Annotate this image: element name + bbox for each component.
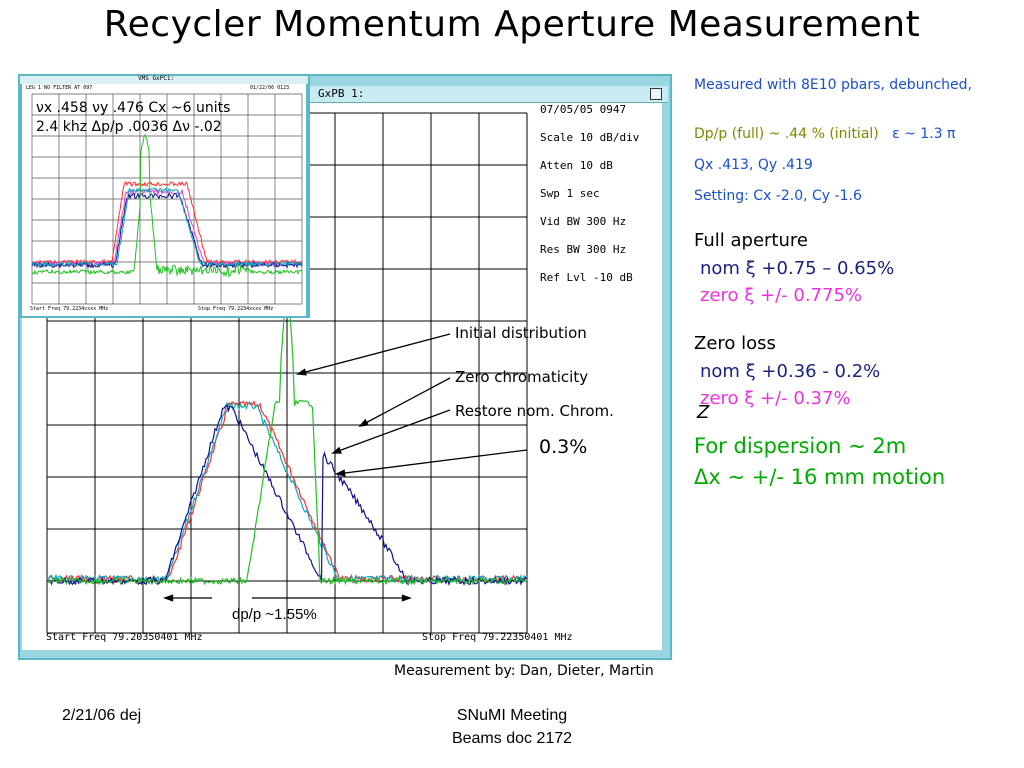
analyzer-atten: Atten 10 dB xyxy=(540,159,613,172)
full-aperture-zero: zero ξ +/- 0.775% xyxy=(700,285,863,306)
trace-nominal xyxy=(46,404,528,587)
inset-stop-freq: Stop Freq 79.2234xxxx MHz xyxy=(198,306,274,312)
measured-by: Measurement by: Dan, Dieter, Martin xyxy=(394,663,654,679)
analyzer-sweep: Swp 1 sec xyxy=(540,187,600,200)
inset-dpp-line: 2.4 khz Δp/p .0036 Δν -.02 xyxy=(36,119,222,135)
note-tunes: Qx .413, Qy .419 xyxy=(694,157,813,173)
footer-meeting: SNuMI Meeting xyxy=(456,707,568,724)
inset-grid xyxy=(31,93,303,305)
arrow-zero-chrom xyxy=(359,377,451,427)
label-0-3-pct: 0.3% xyxy=(539,436,588,458)
inset-titlebar: VMS GxPC1: xyxy=(20,75,308,84)
footer-date: 2/21/06 dej xyxy=(62,707,142,724)
analyzer-date: 07/05/05 0947 xyxy=(540,103,627,116)
heading-zero-loss: Zero loss xyxy=(694,333,776,354)
stray-z-glyph: Z xyxy=(697,402,710,423)
inset-tune-line: νx .458 νy .476 Cx ~6 units xyxy=(36,100,231,116)
heading-full-aperture: Full aperture xyxy=(694,230,808,251)
analyzer-window-title: GxPB 1: xyxy=(318,87,365,100)
arrow-dpp-right-head xyxy=(401,594,412,602)
analyzer-start-freq: Start Freq 79.20350401 MHz xyxy=(46,632,203,643)
inset-title: VMS GxPC1: xyxy=(138,75,175,82)
inset-header-right: 01/22/06 0123 xyxy=(250,85,290,91)
analyzer-vid-bw: Vid BW 300 Hz xyxy=(540,215,627,228)
zero-loss-nom: nom ξ +0.36 - 0.2% xyxy=(700,361,881,382)
note-motion: Δx ~ +/- 16 mm motion xyxy=(694,465,946,489)
inset-trace-cyan xyxy=(31,187,303,268)
slide-title: Recycler Momentum Aperture Measurement xyxy=(103,4,921,45)
analyzer-res-bw: Res BW 300 Hz xyxy=(540,243,627,256)
note-emittance: ε ~ 1.3 π xyxy=(892,126,956,142)
inset-spectrum-plot xyxy=(31,93,303,305)
note-setting: Setting: Cx -2.0, Cy -1.6 xyxy=(694,188,862,204)
arrow-dpp-left-head xyxy=(163,594,174,602)
arrow-initial xyxy=(297,333,451,375)
note-measured-with: Measured with 8E10 pbars, debunched, xyxy=(694,77,972,93)
analyzer-ref-level: Ref Lvl -10 dB xyxy=(540,271,633,284)
arrow-0-3 xyxy=(336,449,528,475)
inset-traces xyxy=(31,133,303,278)
full-aperture-nom: nom ξ +0.75 – 0.65% xyxy=(700,258,895,279)
zero-loss-zero: zero ξ +/- 0.37% xyxy=(700,388,851,409)
footer-doc: Beams doc 2172 xyxy=(451,730,573,747)
inset-screen xyxy=(22,84,306,316)
label-restore-chrom: Restore nom. Chrom. xyxy=(455,402,614,420)
note-dispersion: For dispersion ~ 2m xyxy=(694,434,907,458)
note-dpp-full: Dp/p (full) ~ .44 % (initial) ε ~ 1.3 π xyxy=(694,126,955,142)
annotation-arrows xyxy=(163,333,528,602)
arrow-restore-head xyxy=(331,446,342,454)
arrow-restore xyxy=(332,409,451,454)
dpp-width-label: dp/p ~1.55% xyxy=(232,606,317,623)
note-dpp-text: Dp/p (full) ~ .44 % (initial) xyxy=(694,126,879,142)
arrow-initial-head xyxy=(296,368,307,376)
label-zero-chromaticity: Zero chromaticity xyxy=(455,368,589,386)
analyzer-scale: Scale 10 dB/div xyxy=(540,131,640,144)
inset-header-left: LEG 1 NO FILTER AT 097 xyxy=(26,85,93,91)
inset-trace-green xyxy=(31,133,303,278)
inset-start-freq: Start Freq 79.2234xxxx MHz xyxy=(30,306,109,312)
arrow-0-3-head xyxy=(335,469,346,477)
label-initial-distribution: Initial distribution xyxy=(455,324,587,342)
analyzer-stop-freq: Stop Freq 79.22350401 MHz xyxy=(422,632,573,643)
arrow-zero-chrom-head xyxy=(358,418,369,427)
window-menu-button[interactable] xyxy=(650,88,662,100)
